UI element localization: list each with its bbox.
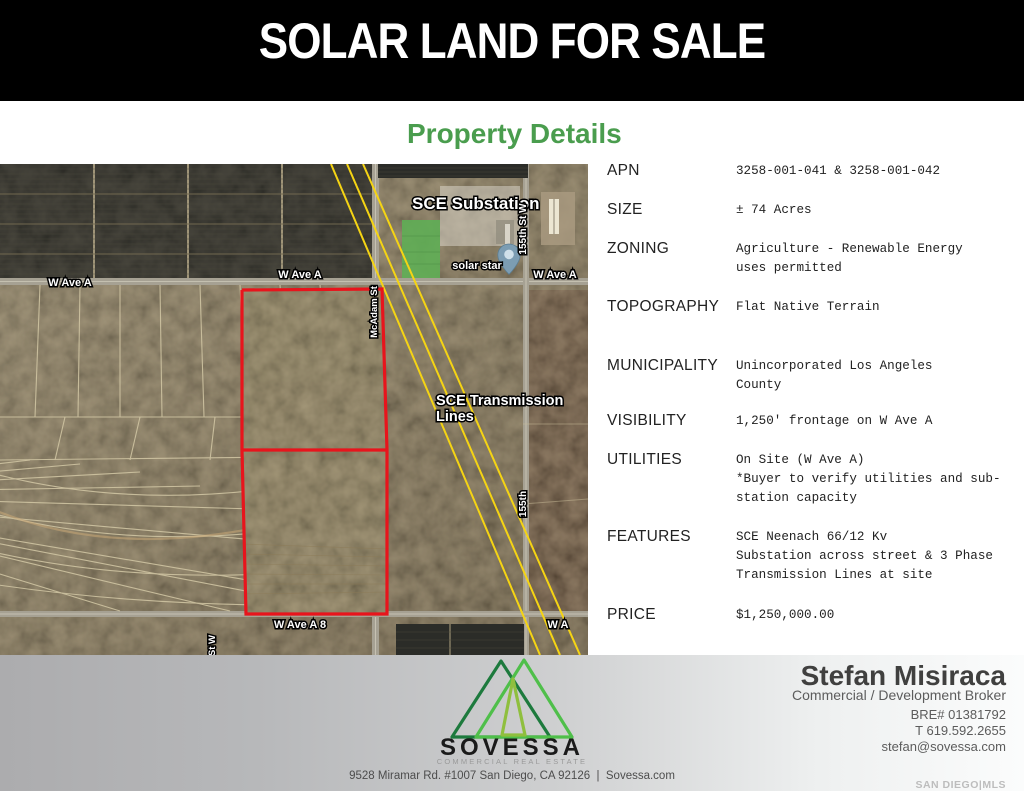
svg-text:SCE Transmission: SCE Transmission: [436, 393, 563, 409]
svg-text:COMMERCIAL REAL ESTATE: COMMERCIAL REAL ESTATE: [437, 757, 588, 766]
svg-text:W Ave A: W Ave A: [278, 269, 321, 281]
svg-text:W Ave A: W Ave A: [533, 269, 576, 281]
svg-text:W Ave A 8: W Ave A 8: [274, 619, 326, 631]
svg-text:155th: 155th: [518, 491, 529, 517]
svg-text:W A: W A: [548, 619, 569, 631]
svg-text:solar star: solar star: [452, 260, 502, 272]
svg-text:9528 Miramar Rd. #1007 San Die: 9528 Miramar Rd. #1007 San Diego, CA 921…: [349, 770, 675, 782]
svg-text:155th St W: 155th St W: [518, 203, 529, 255]
svg-text:McAdam St: McAdam St: [369, 285, 380, 338]
svg-text:W Ave A: W Ave A: [48, 277, 91, 289]
svg-text:Lines: Lines: [436, 409, 474, 425]
svg-text:0th St W: 0th St W: [207, 635, 218, 655]
